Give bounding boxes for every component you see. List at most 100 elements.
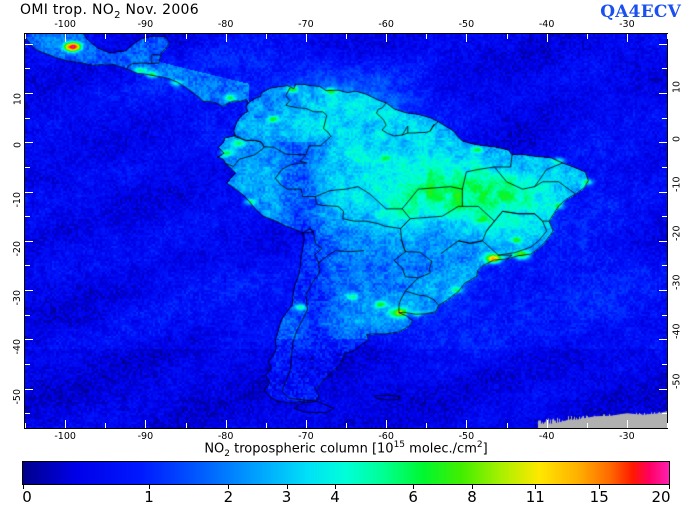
x-tick — [266, 34, 267, 39]
y-tick — [659, 44, 667, 45]
x-tick — [346, 34, 347, 39]
colorbar-label-exponent2: 2 — [476, 440, 483, 450]
x-tick — [667, 34, 668, 39]
x-tick — [226, 34, 227, 42]
x-axis-label: -60 — [378, 19, 394, 30]
no2-map-canvas — [25, 34, 667, 428]
colorbar-label-suffix: molec./cm — [405, 441, 477, 457]
colorbar-label-prefix: NO — [204, 441, 225, 457]
x-tick — [25, 423, 26, 428]
y-tick — [25, 167, 30, 168]
y-tick — [25, 241, 33, 242]
colorbar-title: NO2 tropospheric column [1015 molec./cm2… — [0, 440, 692, 459]
x-tick — [466, 34, 467, 42]
y-tick — [25, 339, 33, 340]
x-axis-label: -40 — [538, 431, 555, 442]
colorbar-label-subscript: 2 — [224, 448, 231, 459]
y-axis-label: 10 — [12, 93, 24, 106]
colorbar-tick-label: 2 — [223, 488, 234, 506]
x-tick — [306, 34, 307, 42]
y-tick — [662, 413, 667, 414]
y-tick — [25, 413, 30, 414]
y-tick — [25, 290, 33, 291]
x-tick — [426, 423, 427, 428]
x-tick — [667, 423, 668, 428]
y-axis-label: -30 — [12, 290, 24, 306]
x-tick — [547, 34, 548, 42]
page-title: OMI trop. NO2 Nov. 2006 — [20, 2, 199, 21]
y-tick — [25, 68, 30, 69]
y-axis-label: -50 — [12, 388, 24, 405]
no2-map-panel — [24, 33, 668, 429]
colorbar-tick-label: 15 — [589, 488, 609, 506]
colorbar-tick-label: 6 — [408, 488, 418, 506]
x-tick — [105, 423, 106, 428]
y-axis-label: -10 — [12, 191, 24, 208]
y-tick — [25, 389, 33, 390]
x-axis-label: -100 — [54, 431, 76, 442]
x-axis-label: -80 — [217, 431, 234, 442]
y-tick — [662, 167, 667, 168]
y-tick — [25, 364, 30, 365]
y-tick — [25, 44, 33, 45]
y-tick — [662, 364, 667, 365]
y-tick — [25, 265, 30, 266]
y-tick — [659, 290, 667, 291]
x-axis-label: -70 — [298, 19, 314, 30]
x-axis-label: -90 — [137, 431, 154, 442]
x-tick — [627, 420, 628, 428]
y-axis-label: -40 — [12, 339, 24, 355]
colorbar-tick — [228, 485, 229, 489]
colorbar-tick-label: 4 — [330, 488, 340, 506]
colorbar-tick-label: 8 — [467, 488, 477, 506]
colorbar-tick-label: 3 — [281, 488, 292, 506]
x-axis-label: -30 — [619, 19, 635, 30]
y-tick — [659, 192, 667, 193]
y-tick — [659, 93, 667, 94]
y-tick — [25, 142, 33, 143]
x-axis-label: -70 — [298, 431, 314, 442]
y-axis-label: -20 — [671, 225, 683, 241]
colorbar-gradient — [23, 462, 669, 484]
title-suffix: Nov. 2006 — [120, 2, 199, 18]
colorbar — [22, 461, 670, 485]
y-axis-label: -30 — [671, 274, 683, 291]
qa4ecv-logo: QA4ECV — [600, 2, 681, 22]
y-axis-label: 10 — [671, 81, 683, 94]
y-tick — [662, 265, 667, 266]
x-tick — [266, 423, 267, 428]
x-tick — [346, 423, 347, 428]
y-tick — [662, 68, 667, 69]
x-tick — [145, 34, 146, 42]
x-tick — [186, 423, 187, 428]
y-tick — [25, 315, 30, 316]
x-tick — [65, 34, 66, 42]
colorbar-tick — [599, 485, 600, 489]
y-axis-left-labels: 10 0 -10 -20 -30 -40 -50 — [0, 0, 24, 507]
y-tick — [659, 389, 667, 390]
colorbar-tick — [669, 485, 670, 489]
y-tick — [25, 216, 30, 217]
y-tick — [659, 339, 667, 340]
x-tick — [547, 420, 548, 428]
x-axis-label: -50 — [458, 431, 475, 442]
x-tick — [386, 34, 387, 42]
colorbar-tick — [23, 485, 24, 489]
x-tick — [587, 423, 588, 428]
y-axis-label: 0 — [671, 136, 683, 143]
y-tick — [659, 241, 667, 242]
x-tick — [426, 34, 427, 39]
y-axis-label: -40 — [671, 323, 683, 340]
colorbar-tick — [413, 485, 414, 489]
x-tick — [306, 420, 307, 428]
y-tick — [659, 142, 667, 143]
colorbar-label-mid: tropospheric column [10 — [230, 441, 394, 457]
y-tick — [662, 216, 667, 217]
colorbar-label-close: ] — [482, 441, 488, 457]
colorbar-tick — [535, 485, 536, 489]
y-axis-label: 0 — [12, 142, 24, 149]
colorbar-tick — [149, 485, 150, 489]
y-axis-right-labels: 10 0 -10 -20 -30 -40 -50 — [671, 0, 692, 507]
colorbar-label-exponent: 15 — [393, 440, 406, 450]
x-tick — [507, 423, 508, 428]
